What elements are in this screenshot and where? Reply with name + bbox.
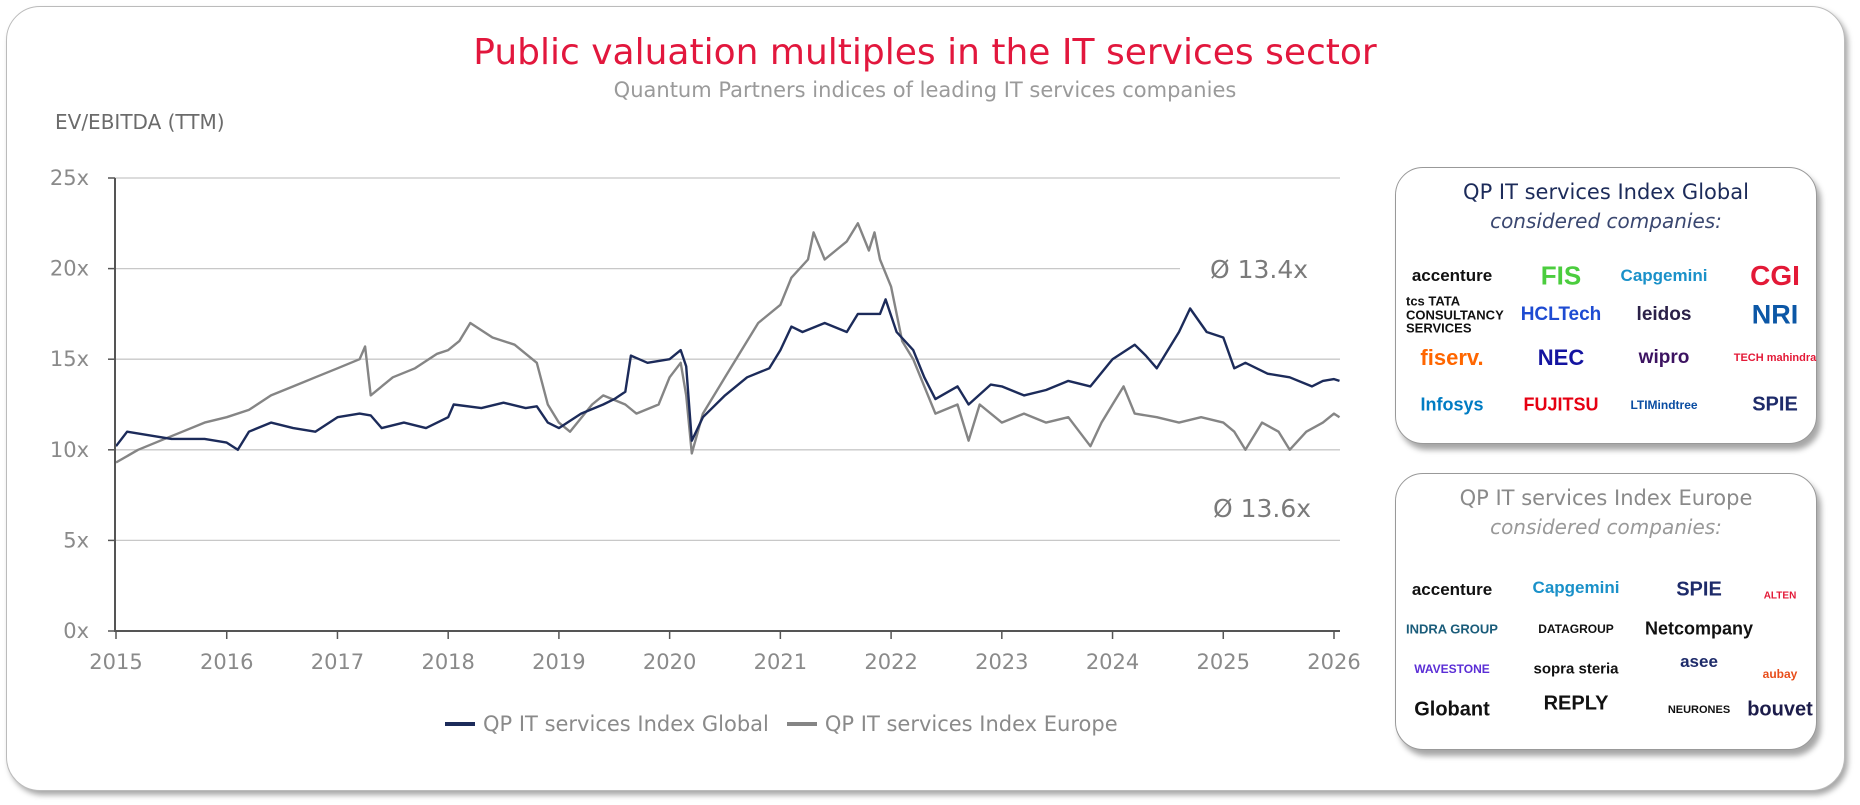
x-tick-label: 2024	[1086, 650, 1139, 674]
x-tick-label: 2025	[1197, 650, 1250, 674]
logo-fujitsu: FUJITSU	[1523, 394, 1599, 415]
logo-cgi: CGI	[1750, 260, 1800, 291]
x-tick-label: 2018	[421, 650, 474, 674]
logo-globant: Globant	[1414, 698, 1490, 721]
logo-reply: REPLY	[1543, 692, 1609, 715]
logo-neurones: NEURONES	[1667, 704, 1731, 716]
box-subtitle: considered companies:	[1490, 209, 1722, 233]
logo-bouvet: bouvet	[1747, 698, 1813, 721]
chart-subtitle: Quantum Partners indices of leading IT s…	[613, 78, 1237, 102]
logo-spie: SPIE	[1676, 578, 1722, 601]
logo-aubay: aubay	[1762, 667, 1798, 681]
y-tick-label: 10x	[50, 438, 89, 462]
logo-spie: SPIE	[1752, 393, 1798, 416]
logo-fis: FIS	[1540, 260, 1582, 291]
logo-indra: INDRA GROUP	[1406, 621, 1498, 637]
logo-nri: NRI	[1751, 299, 1799, 330]
y-tick-label: 0x	[63, 619, 89, 643]
logo-tech-mahindra: TECH mahindra	[1733, 352, 1817, 364]
logo-wipro: wipro	[1638, 347, 1690, 368]
x-tick-label: 2017	[311, 650, 364, 674]
box-subtitle: considered companies:	[1490, 515, 1722, 539]
logo-capgemini: Capgemini	[1620, 266, 1708, 285]
logo-alten: ALTEN	[1763, 590, 1797, 602]
x-tick-label: 2019	[532, 650, 585, 674]
legend-swatch-europe	[786, 722, 817, 726]
legend-swatch-global	[445, 722, 475, 726]
logo-datagroup: DATAGROUP	[1538, 622, 1614, 636]
chart-title: Public valuation multiples in the IT ser…	[473, 32, 1377, 73]
logo-wavestone: WAVESTONE	[1414, 662, 1490, 676]
logo-asee: asee	[1680, 652, 1718, 671]
logo-nec: NEC	[1537, 345, 1585, 370]
box-title: QP IT services Index Global	[1463, 180, 1749, 204]
legend-label: QP IT services Index Europe	[824, 712, 1118, 736]
europe-index-box: QP IT services Index Europe considered c…	[1395, 473, 1817, 750]
logo-hcltech: HCLTech	[1520, 304, 1602, 325]
logo-accenture: accenture	[1411, 580, 1493, 599]
x-tick-label: 2015	[89, 650, 142, 674]
y-tick-label: 20x	[50, 257, 89, 281]
logo-sopra-steria: sopra steria	[1533, 660, 1619, 678]
x-tick-label: 2021	[754, 650, 807, 674]
global-index-box: QP IT services Index Global considered c…	[1395, 167, 1817, 444]
logo-accenture: accenture	[1411, 266, 1493, 285]
x-tick-label: 2023	[975, 650, 1028, 674]
logo-infosys: Infosys	[1420, 394, 1484, 415]
legend-item-global: QP IT services Index Global	[445, 712, 769, 736]
legend-label: QP IT services Index Global	[483, 712, 769, 736]
logo-capgemini: Capgemini	[1532, 578, 1620, 597]
logo-tcs: tcs TATA CONSULTANCY SERVICES	[1406, 293, 1504, 336]
avg-label-europe: Ø 13.6x	[1213, 494, 1311, 523]
y-tick-label: 15x	[50, 347, 89, 371]
logo-ltimindtree: LTIMindtree	[1630, 398, 1698, 412]
x-tick-label: 2022	[864, 650, 917, 674]
x-tick-label: 2026	[1307, 650, 1360, 674]
logo-fiserv: fiserv.	[1420, 345, 1484, 370]
logo-leidos: leidos	[1636, 304, 1692, 325]
legend: QP IT services Index Global QP IT servic…	[445, 712, 1118, 736]
logo-netcompany: Netcompany	[1644, 618, 1754, 639]
y-tick-label: 5x	[63, 528, 89, 552]
y-axis-label: EV/EBITDA (TTM)	[55, 110, 225, 134]
legend-item-europe: QP IT services Index Europe	[786, 712, 1118, 736]
series-line-europe	[115, 222, 1341, 464]
series-line-global	[115, 298, 1340, 451]
box-title: QP IT services Index Europe	[1459, 486, 1753, 510]
y-tick-label: 25x	[50, 166, 89, 190]
x-tick-label: 2016	[200, 650, 253, 674]
avg-label-global: Ø 13.4x	[1210, 255, 1308, 284]
x-tick-label: 2020	[643, 650, 696, 674]
